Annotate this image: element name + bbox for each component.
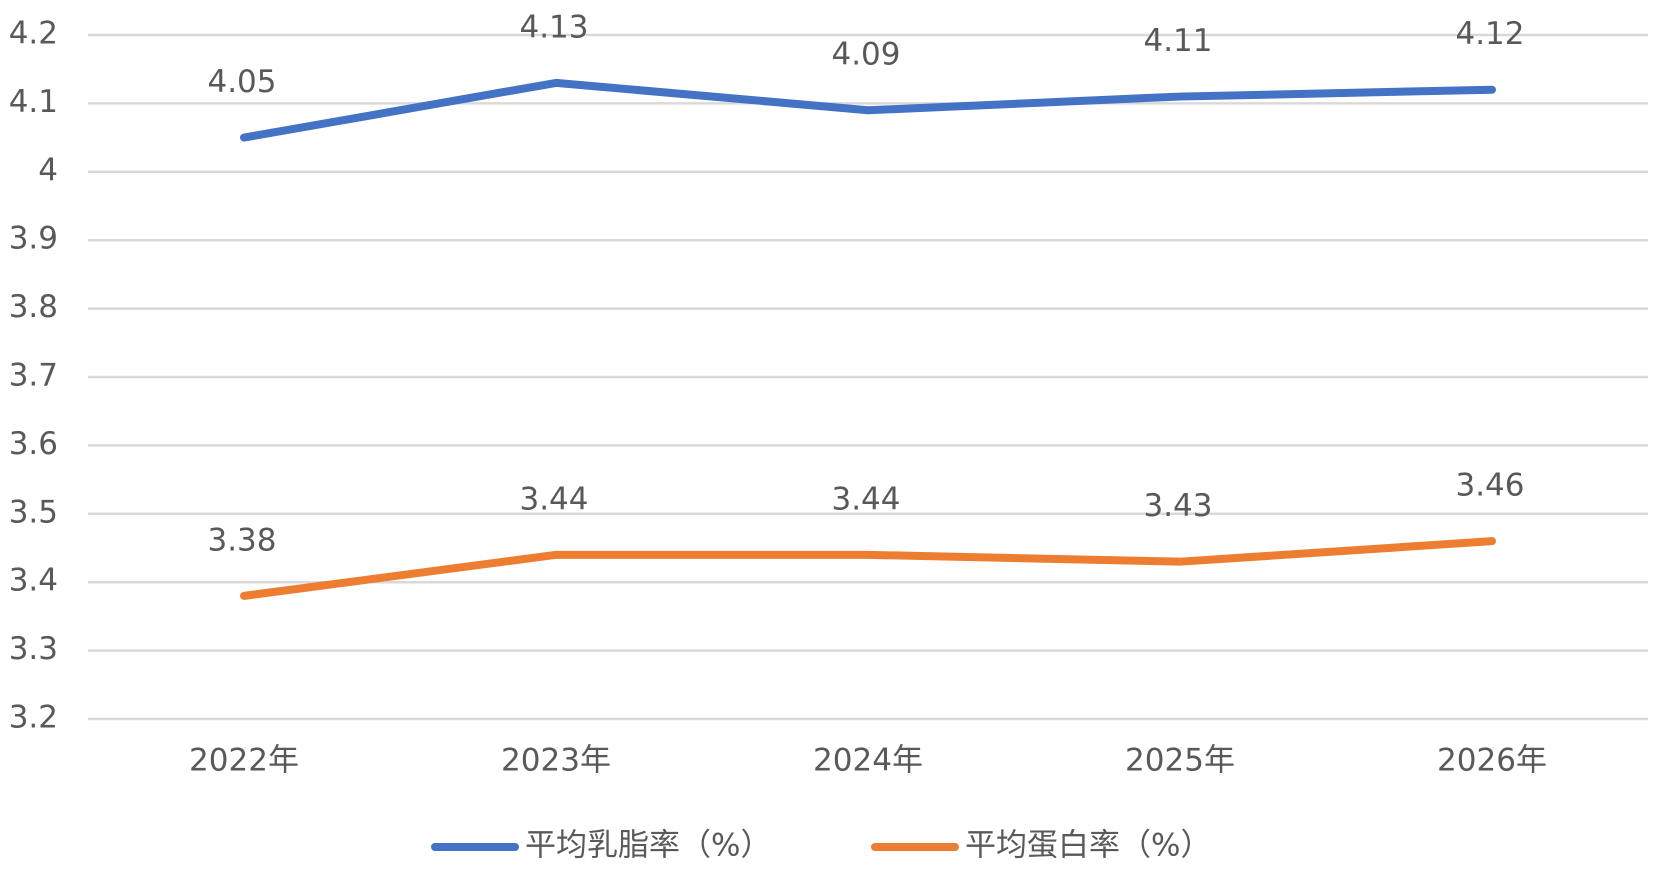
data-label: 4.09 — [831, 37, 900, 73]
y-tick-label: 3.5 — [9, 494, 58, 530]
y-tick-label: 4.1 — [9, 84, 58, 120]
y-tick-label: 3.3 — [9, 631, 58, 667]
data-label: 4.11 — [1143, 23, 1212, 59]
y-tick-label: 4 — [38, 152, 58, 188]
data-label: 3.44 — [519, 481, 588, 517]
y-tick-label: 3.6 — [9, 426, 58, 462]
data-label: 3.46 — [1455, 468, 1524, 504]
series-line — [240, 78, 1496, 142]
data-label: 3.38 — [207, 522, 276, 558]
x-tick-label: 2025年 — [1125, 743, 1235, 779]
data-label: 3.44 — [831, 481, 900, 517]
x-tick-label: 2022年 — [189, 743, 299, 779]
y-tick-label: 4.2 — [9, 16, 58, 52]
data-label: 4.13 — [519, 9, 588, 45]
data-label: 3.43 — [1143, 488, 1212, 524]
data-label: 4.12 — [1455, 16, 1524, 52]
x-tick-label: 2023年 — [501, 743, 611, 779]
y-tick-label: 3.4 — [9, 563, 58, 599]
y-tick-label: 3.2 — [9, 700, 58, 736]
legend-label: 平均蛋白率（%） — [965, 828, 1211, 864]
x-tick-label: 2024年 — [813, 743, 923, 779]
y-tick-label: 3.8 — [9, 289, 58, 325]
legend-label: 平均乳脂率（%） — [525, 828, 771, 864]
data-label: 4.05 — [207, 64, 276, 100]
y-tick-label: 3.7 — [9, 358, 58, 394]
y-tick-label: 3.9 — [9, 221, 58, 257]
x-tick-label: 2026年 — [1437, 743, 1547, 779]
series-line — [240, 537, 1496, 600]
